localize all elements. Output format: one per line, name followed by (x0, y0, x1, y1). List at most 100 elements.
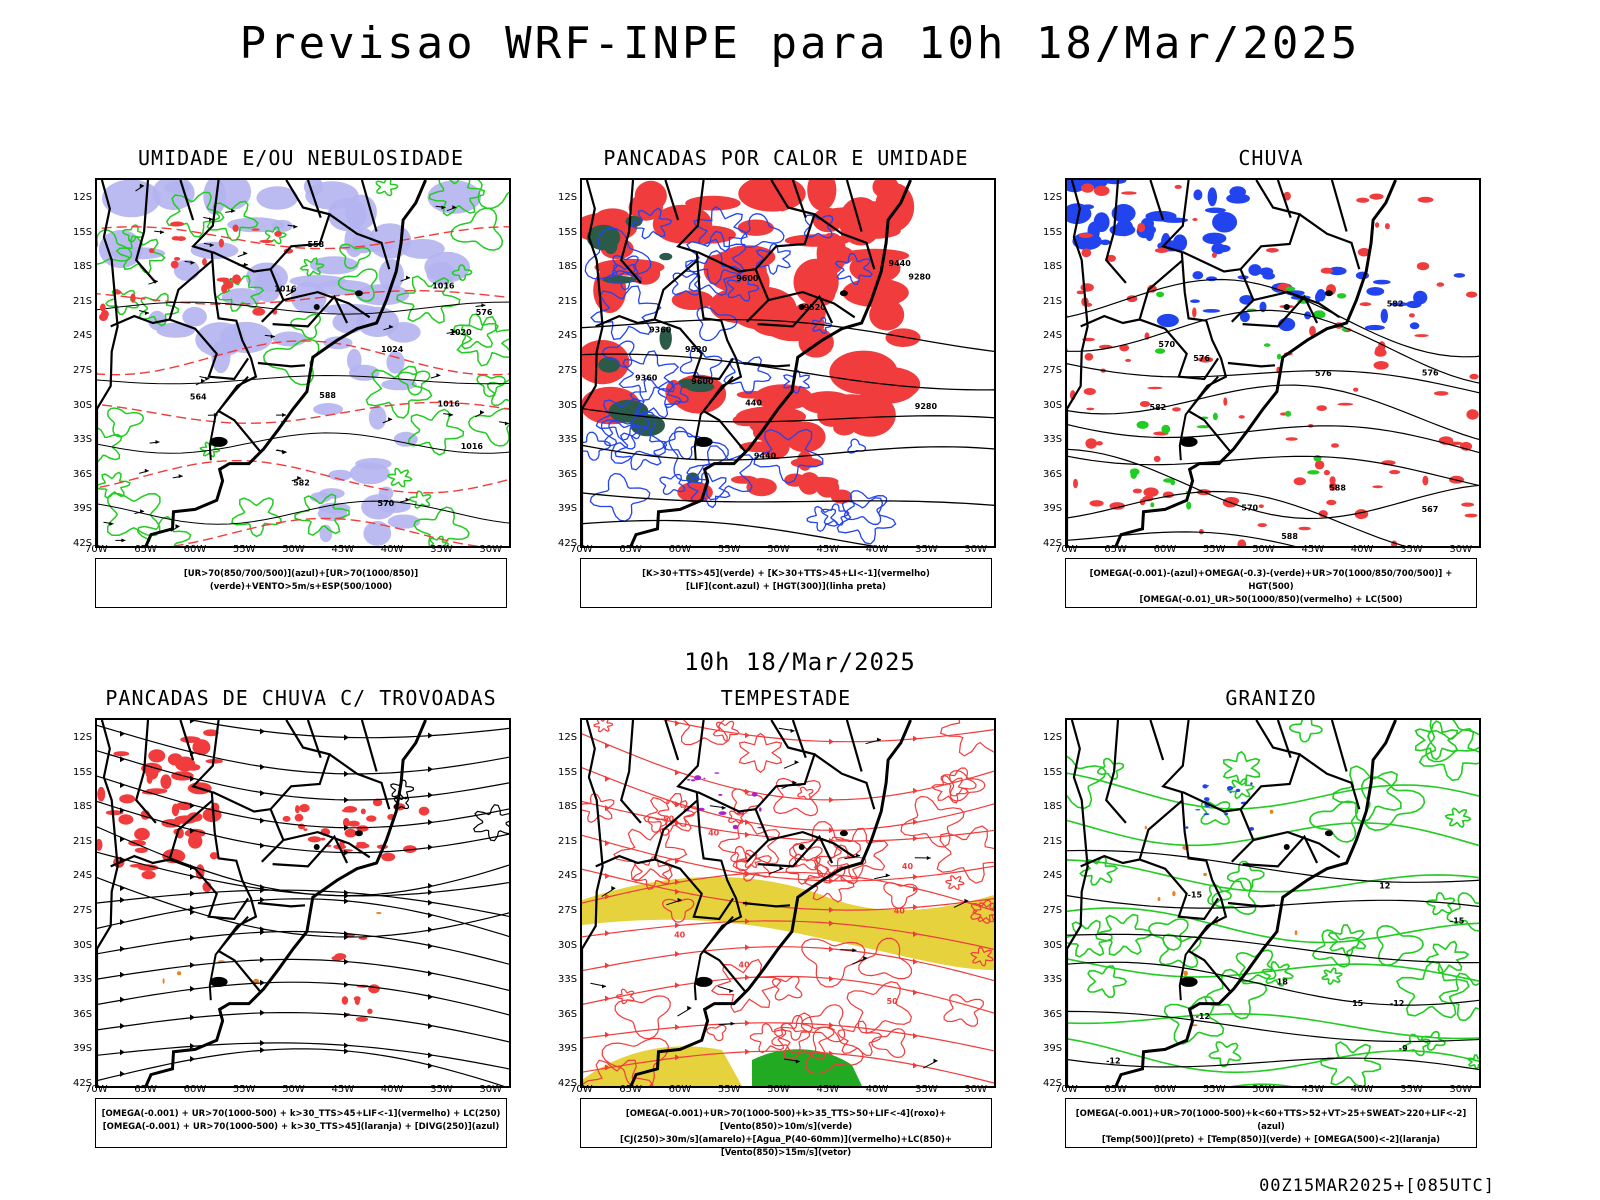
temp-850-isotherm (1067, 772, 1479, 1086)
lat-tick-label: 39S (73, 1043, 93, 1055)
streamline-250-arrowhead (190, 720, 195, 724)
weather-map[interactable]: 1016 1016 1016 1020 1016 570 576 564 588 582 558 10… (95, 178, 511, 548)
jet-core (582, 1046, 742, 1086)
lon-tick-label: 45W (331, 1084, 355, 1095)
contour-label: 40 (739, 961, 751, 970)
lat-tick-label: 27S (1043, 905, 1063, 916)
humidity-red-spot-cell (170, 221, 185, 227)
weather-map[interactable]: 588 582 576 570 567 570 576 582 588 576 (1065, 178, 1481, 548)
lon-tick-label: 65W (619, 544, 642, 555)
wind-vector-arrowhead (209, 243, 214, 248)
lat-tick-label: 36S (1043, 1008, 1063, 1020)
streamline-250-arrowhead (344, 930, 349, 937)
streamline-850-arrowhead (829, 796, 834, 803)
precipitable-water-contour-ring (706, 1024, 727, 1042)
rain-red-area-cell (1433, 391, 1449, 396)
streamline-850-arrowhead (605, 840, 610, 847)
state-border (1298, 753, 1361, 810)
streamline-250-line (97, 724, 509, 775)
humidity-red-spot-cell (99, 313, 108, 321)
storm-orange-area-cell (162, 978, 165, 984)
streamline-250-arrowhead (428, 819, 433, 826)
humidity-lower-contour-ring (409, 490, 432, 509)
rain-red-area-cell (1266, 248, 1279, 253)
lat-tick-label: 15S (558, 766, 578, 778)
contour-label: 9600 (691, 377, 714, 386)
streamline-850-line (582, 1022, 994, 1052)
humidity-lower-contour-ring (264, 226, 287, 245)
humidity-lower-contour-ring (206, 200, 259, 242)
instability-purple-area-cell (686, 779, 691, 781)
storm-orange-area-cell (177, 971, 182, 976)
weather-map[interactable]: 40 40 50 40 40 40 50 (580, 718, 996, 1088)
humidity-red-spot-cell (251, 228, 260, 231)
state-border (619, 180, 642, 284)
contour-label: 582 (1387, 300, 1404, 309)
streamline-850-line (582, 946, 994, 982)
humidity-red-spot-cell (170, 260, 179, 269)
temp-850-contour-ring (1446, 892, 1479, 932)
streamline-850-arrowhead (745, 819, 750, 826)
wind-vector-arrowhead (504, 421, 509, 426)
precipitable-water-contour-ring (900, 795, 965, 848)
wind-850-vector-arrowhead (687, 1005, 692, 1010)
rain-red-area-cell (1192, 307, 1197, 318)
omega-green-area-cell (1285, 286, 1296, 291)
rain-red-area-cell (1211, 252, 1217, 258)
storm-red-area-cell (367, 1008, 373, 1015)
storm-red-area-cell (355, 1016, 369, 1022)
streamline-250-arrowhead (190, 890, 195, 897)
weather-map[interactable] (95, 718, 511, 1088)
state-border (110, 259, 214, 328)
panel-legend: [OMEGA(-0.001) + UR>70(1000-500) + k>30_… (95, 1098, 507, 1148)
rain-red-area-cell (1298, 526, 1311, 531)
lat-tick-label: 39S (1043, 1043, 1063, 1055)
streamline-250-arrowhead (120, 756, 125, 763)
weather-map[interactable]: 9600 9520 9440 9360 9280 9600 9520 9440 9360 9280… (580, 178, 996, 548)
lon-tick-label: 40W (380, 544, 404, 555)
base-map (582, 180, 912, 546)
wind-vector-arrowhead (175, 524, 180, 529)
wind-850-vector-arrowhead (856, 853, 861, 858)
humidity-red-spot-cell (176, 236, 186, 241)
storm-red-area-cell (137, 864, 159, 871)
rain-red-area-cell (1422, 475, 1429, 486)
contour-label: 576 (1315, 369, 1332, 378)
precipitable-water-contour-ring (785, 853, 824, 885)
streamline-250-arrowhead (428, 912, 433, 919)
thickness-contour (97, 225, 509, 546)
thickness-contour-line (97, 517, 481, 546)
storm-red-area-cell (97, 838, 103, 851)
instability-purple-area-cell (694, 775, 702, 781)
contour-label: 9280 (915, 402, 938, 411)
lat-tick-label: 24S (1043, 330, 1063, 342)
omega-blue-area-cell (1259, 267, 1274, 276)
precipitable-water-contour-ring (771, 975, 803, 1001)
state-border (191, 180, 261, 452)
lon-tick-label: 60W (1153, 544, 1177, 555)
wind-850-vector-arrowhead (852, 948, 857, 953)
streamline-850-arrowhead (913, 886, 918, 892)
humidity-lower-contour-ring (365, 365, 433, 419)
rain-red-area-cell (1109, 502, 1125, 510)
temp-850-contour-ring (1235, 949, 1277, 983)
rain-red-area-cell (1147, 386, 1163, 390)
coastline (1114, 720, 1397, 1086)
streamline-250-arrowhead (260, 817, 265, 824)
height-300-contour-line (582, 318, 994, 353)
state-border (1330, 720, 1348, 772)
lon-tick-label: 55W (717, 544, 741, 555)
wind-vector-arrowhead (436, 373, 441, 378)
height-500-contour-line (1067, 455, 1479, 487)
contour-label: 570 (378, 499, 395, 508)
lon-tick-label: 30W (1449, 1084, 1473, 1095)
heat-humidity-area-cell (659, 252, 673, 261)
storm-red-area-cell (282, 815, 291, 822)
weather-map[interactable]: -9 -12 -15 -12 -15 15 18 12 -12 (1065, 718, 1481, 1088)
lat-tick-label: 27S (558, 365, 578, 376)
lat-tick-label: 33S (73, 974, 93, 986)
storm-red-area-cell (188, 833, 203, 849)
streamline-250-line (97, 1012, 509, 1043)
state-border (110, 799, 214, 868)
omega-blue-area-cell (1211, 242, 1225, 255)
